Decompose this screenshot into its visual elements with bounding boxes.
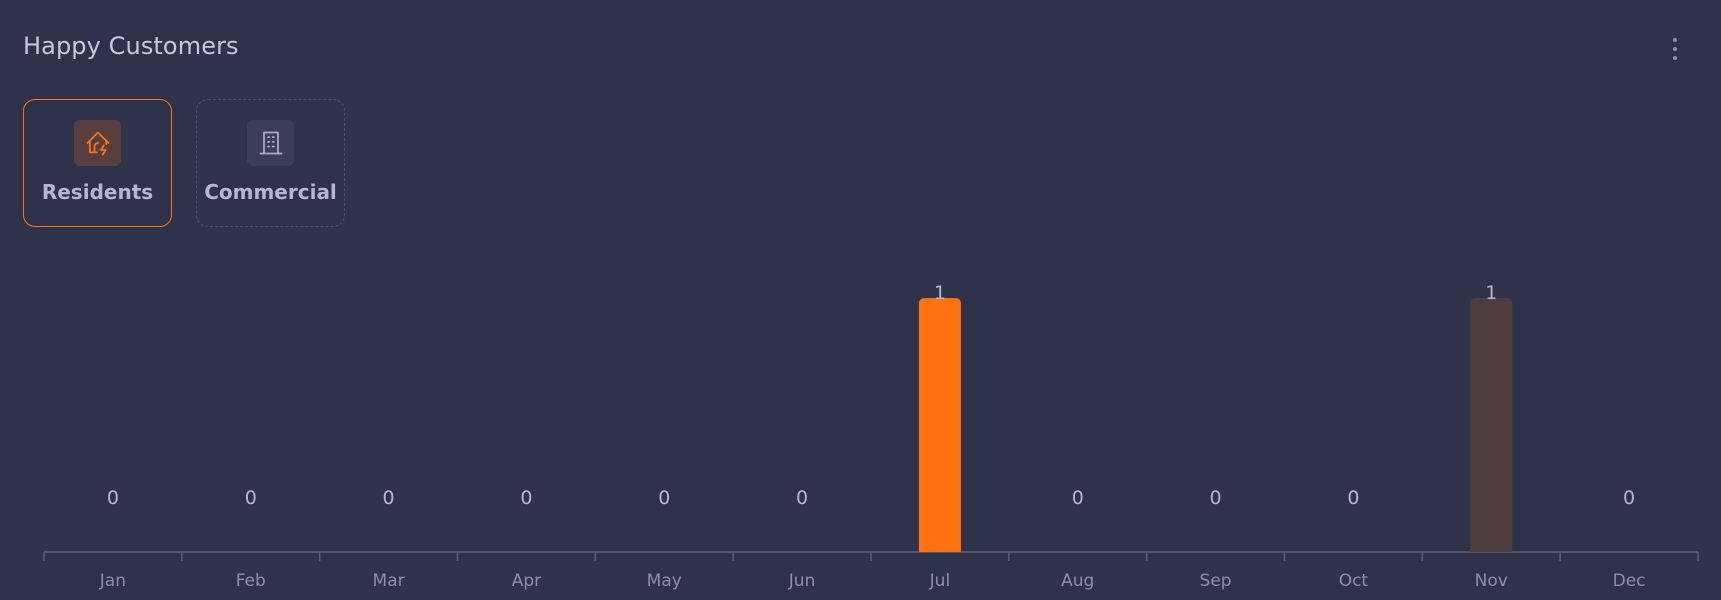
data-label: 1 <box>934 282 946 304</box>
x-tick-label: Apr <box>512 571 541 591</box>
bar-jul <box>918 298 961 552</box>
tab-residents-icon-box <box>74 120 121 166</box>
data-label: 0 <box>383 487 395 509</box>
building-icon <box>259 131 282 155</box>
data-label: 0 <box>520 487 532 509</box>
card-title: Happy Customers <box>23 32 239 60</box>
tab-residents[interactable]: Residents <box>23 99 172 227</box>
x-tick-label: Jun <box>788 571 816 591</box>
x-tick-label: Sep <box>1200 571 1232 591</box>
tab-commercial-label: Commercial <box>204 180 337 204</box>
tab-commercial[interactable]: Commercial <box>196 99 345 227</box>
x-tick-label: Mar <box>373 571 405 591</box>
data-label: 0 <box>107 487 119 509</box>
x-tick-label: Nov <box>1475 571 1508 591</box>
more-vertical-icon <box>1673 38 1677 60</box>
tab-residents-label: Residents <box>41 180 154 204</box>
data-label: 0 <box>796 487 808 509</box>
more-options-button[interactable] <box>1660 34 1690 64</box>
data-label: 0 <box>1072 487 1084 509</box>
x-tick-label: May <box>647 571 682 591</box>
x-tick-label: Feb <box>236 571 266 591</box>
tab-commercial-icon-box <box>247 120 294 166</box>
x-tick-label: Jul <box>929 571 951 591</box>
data-label: 1 <box>1485 282 1497 304</box>
x-tick-label: Dec <box>1613 571 1646 591</box>
bar-nov <box>1470 298 1513 552</box>
house-bolt-icon <box>86 131 109 156</box>
x-tick-label: Oct <box>1339 571 1369 591</box>
data-label: 0 <box>1347 487 1359 509</box>
x-tick-label: Aug <box>1061 571 1094 591</box>
data-label: 0 <box>1210 487 1222 509</box>
data-label: 0 <box>1623 487 1635 509</box>
x-tick-label: Jan <box>99 571 126 591</box>
data-label: 0 <box>245 487 257 509</box>
data-label: 0 <box>658 487 670 509</box>
